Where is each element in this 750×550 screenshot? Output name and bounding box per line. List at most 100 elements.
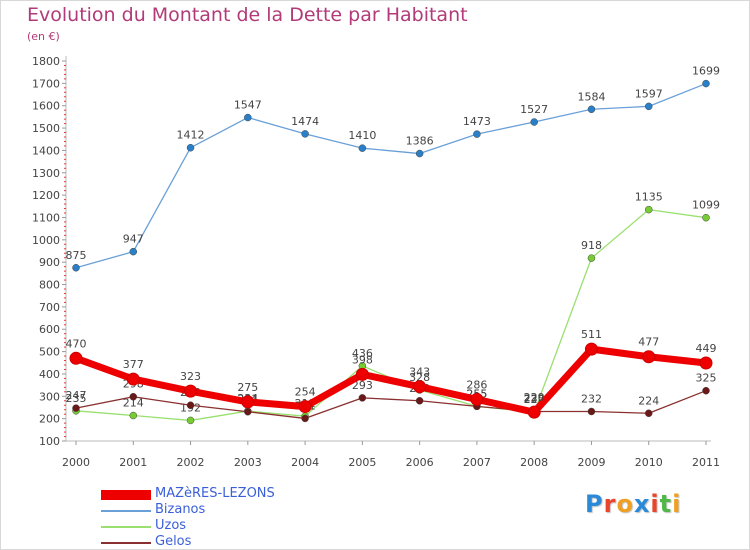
x-tick-label: 2011 bbox=[692, 456, 720, 469]
y-tick-label: 800 bbox=[39, 279, 60, 292]
data-label: 1410 bbox=[348, 129, 376, 142]
data-label: 449 bbox=[696, 342, 717, 355]
data-point bbox=[355, 367, 369, 381]
data-point bbox=[699, 356, 713, 370]
y-tick-label: 400 bbox=[39, 368, 60, 381]
logo-letter: t bbox=[659, 490, 673, 518]
data-label: 918 bbox=[581, 239, 602, 252]
data-label: 470 bbox=[66, 337, 87, 350]
data-point bbox=[587, 105, 596, 114]
data-point bbox=[301, 130, 309, 138]
data-label: 328 bbox=[409, 371, 430, 384]
chart-unit: (en €) bbox=[27, 30, 60, 43]
data-point bbox=[358, 144, 367, 152]
logo-letter: i bbox=[672, 490, 682, 518]
data-point bbox=[244, 113, 252, 122]
y-tick-label: 200 bbox=[39, 413, 60, 426]
x-tick-label: 2005 bbox=[348, 456, 376, 469]
data-point bbox=[644, 205, 653, 214]
y-tick-label: 1000 bbox=[32, 234, 60, 247]
data-point bbox=[587, 407, 596, 416]
data-label: 398 bbox=[352, 353, 373, 366]
data-label: 1699 bbox=[692, 65, 720, 78]
data-label: 232 bbox=[581, 392, 602, 405]
data-label: 293 bbox=[352, 379, 373, 392]
y-tick-label: 1200 bbox=[32, 189, 60, 202]
data-label: 224 bbox=[638, 394, 659, 407]
data-point bbox=[129, 247, 138, 256]
data-label: 1584 bbox=[577, 90, 605, 103]
data-label: 1527 bbox=[520, 103, 548, 116]
y-tick-label: 1800 bbox=[32, 55, 60, 68]
x-tick-label: 2000 bbox=[62, 456, 90, 469]
logo-letter: x bbox=[633, 490, 651, 518]
y-tick-label: 500 bbox=[39, 346, 60, 359]
legend-swatch bbox=[101, 526, 151, 528]
data-point bbox=[413, 380, 427, 394]
legend-swatch bbox=[101, 542, 151, 544]
data-point bbox=[702, 79, 710, 88]
data-label: 1386 bbox=[406, 135, 434, 148]
data-label: 875 bbox=[66, 249, 87, 262]
logo-letter: o bbox=[616, 490, 634, 518]
data-point bbox=[415, 397, 424, 405]
y-tick-label: 600 bbox=[39, 323, 60, 336]
data-point bbox=[702, 386, 710, 395]
data-label: 1099 bbox=[692, 199, 720, 212]
data-point bbox=[126, 372, 140, 386]
y-tick-label: 1100 bbox=[32, 211, 60, 224]
data-point bbox=[470, 392, 484, 406]
legend-swatch bbox=[101, 510, 151, 512]
data-label: 947 bbox=[123, 233, 144, 246]
y-tick-label: 1300 bbox=[32, 167, 60, 180]
data-point bbox=[69, 351, 83, 365]
data-point bbox=[298, 400, 312, 414]
data-label: 1412 bbox=[177, 129, 205, 142]
data-label: 286 bbox=[466, 378, 487, 391]
data-label: 275 bbox=[237, 381, 258, 394]
data-label: 214 bbox=[123, 397, 144, 410]
data-point bbox=[186, 416, 195, 425]
legend-label: Bizanos bbox=[155, 502, 206, 517]
data-point bbox=[301, 414, 309, 423]
data-point bbox=[72, 264, 80, 272]
data-point bbox=[415, 149, 424, 158]
data-point bbox=[644, 102, 653, 111]
data-point bbox=[72, 404, 80, 412]
x-tick-label: 2008 bbox=[520, 456, 548, 469]
legend-label: Uzos bbox=[155, 518, 187, 533]
data-label: 325 bbox=[696, 372, 717, 385]
data-label: 511 bbox=[581, 328, 602, 341]
x-tick-label: 2004 bbox=[291, 456, 319, 469]
series-line bbox=[72, 345, 710, 416]
line-chart: 100 200 300 400 500 600 700 800 900 1000 1100 1200 1… bbox=[32, 55, 720, 469]
x-tick-label: 2003 bbox=[234, 456, 262, 469]
data-point bbox=[241, 395, 255, 409]
data-point bbox=[527, 405, 541, 419]
y-tick-label: 100 bbox=[39, 435, 60, 448]
data-point bbox=[184, 384, 198, 398]
data-point bbox=[186, 401, 195, 409]
data-point bbox=[358, 394, 367, 402]
legend-label: Gelos bbox=[155, 534, 192, 549]
logo-letter: P bbox=[585, 490, 604, 518]
data-point bbox=[702, 213, 710, 222]
data-label: 436 bbox=[352, 347, 373, 360]
data-label: 477 bbox=[638, 336, 659, 349]
data-label: 1547 bbox=[234, 99, 262, 112]
x-tick-label: 2002 bbox=[177, 456, 205, 469]
data-point bbox=[587, 254, 596, 262]
proxiti-logo: Proxiti bbox=[585, 490, 681, 518]
data-label: 343 bbox=[409, 366, 430, 379]
data-point bbox=[642, 350, 656, 364]
y-tick-label: 1400 bbox=[32, 144, 60, 157]
data-point bbox=[129, 411, 138, 420]
y-tick-label: 700 bbox=[39, 301, 60, 314]
logo-letter: r bbox=[603, 490, 617, 518]
series-maz-res-lezons: 470 377 323 275 254 398 343 286 229 511 477 449 bbox=[66, 328, 717, 419]
data-label: 1473 bbox=[463, 115, 491, 128]
chart-title: Evolution du Montant de la Dette par Hab… bbox=[27, 4, 468, 26]
data-point bbox=[584, 342, 598, 356]
data-point bbox=[530, 118, 538, 126]
